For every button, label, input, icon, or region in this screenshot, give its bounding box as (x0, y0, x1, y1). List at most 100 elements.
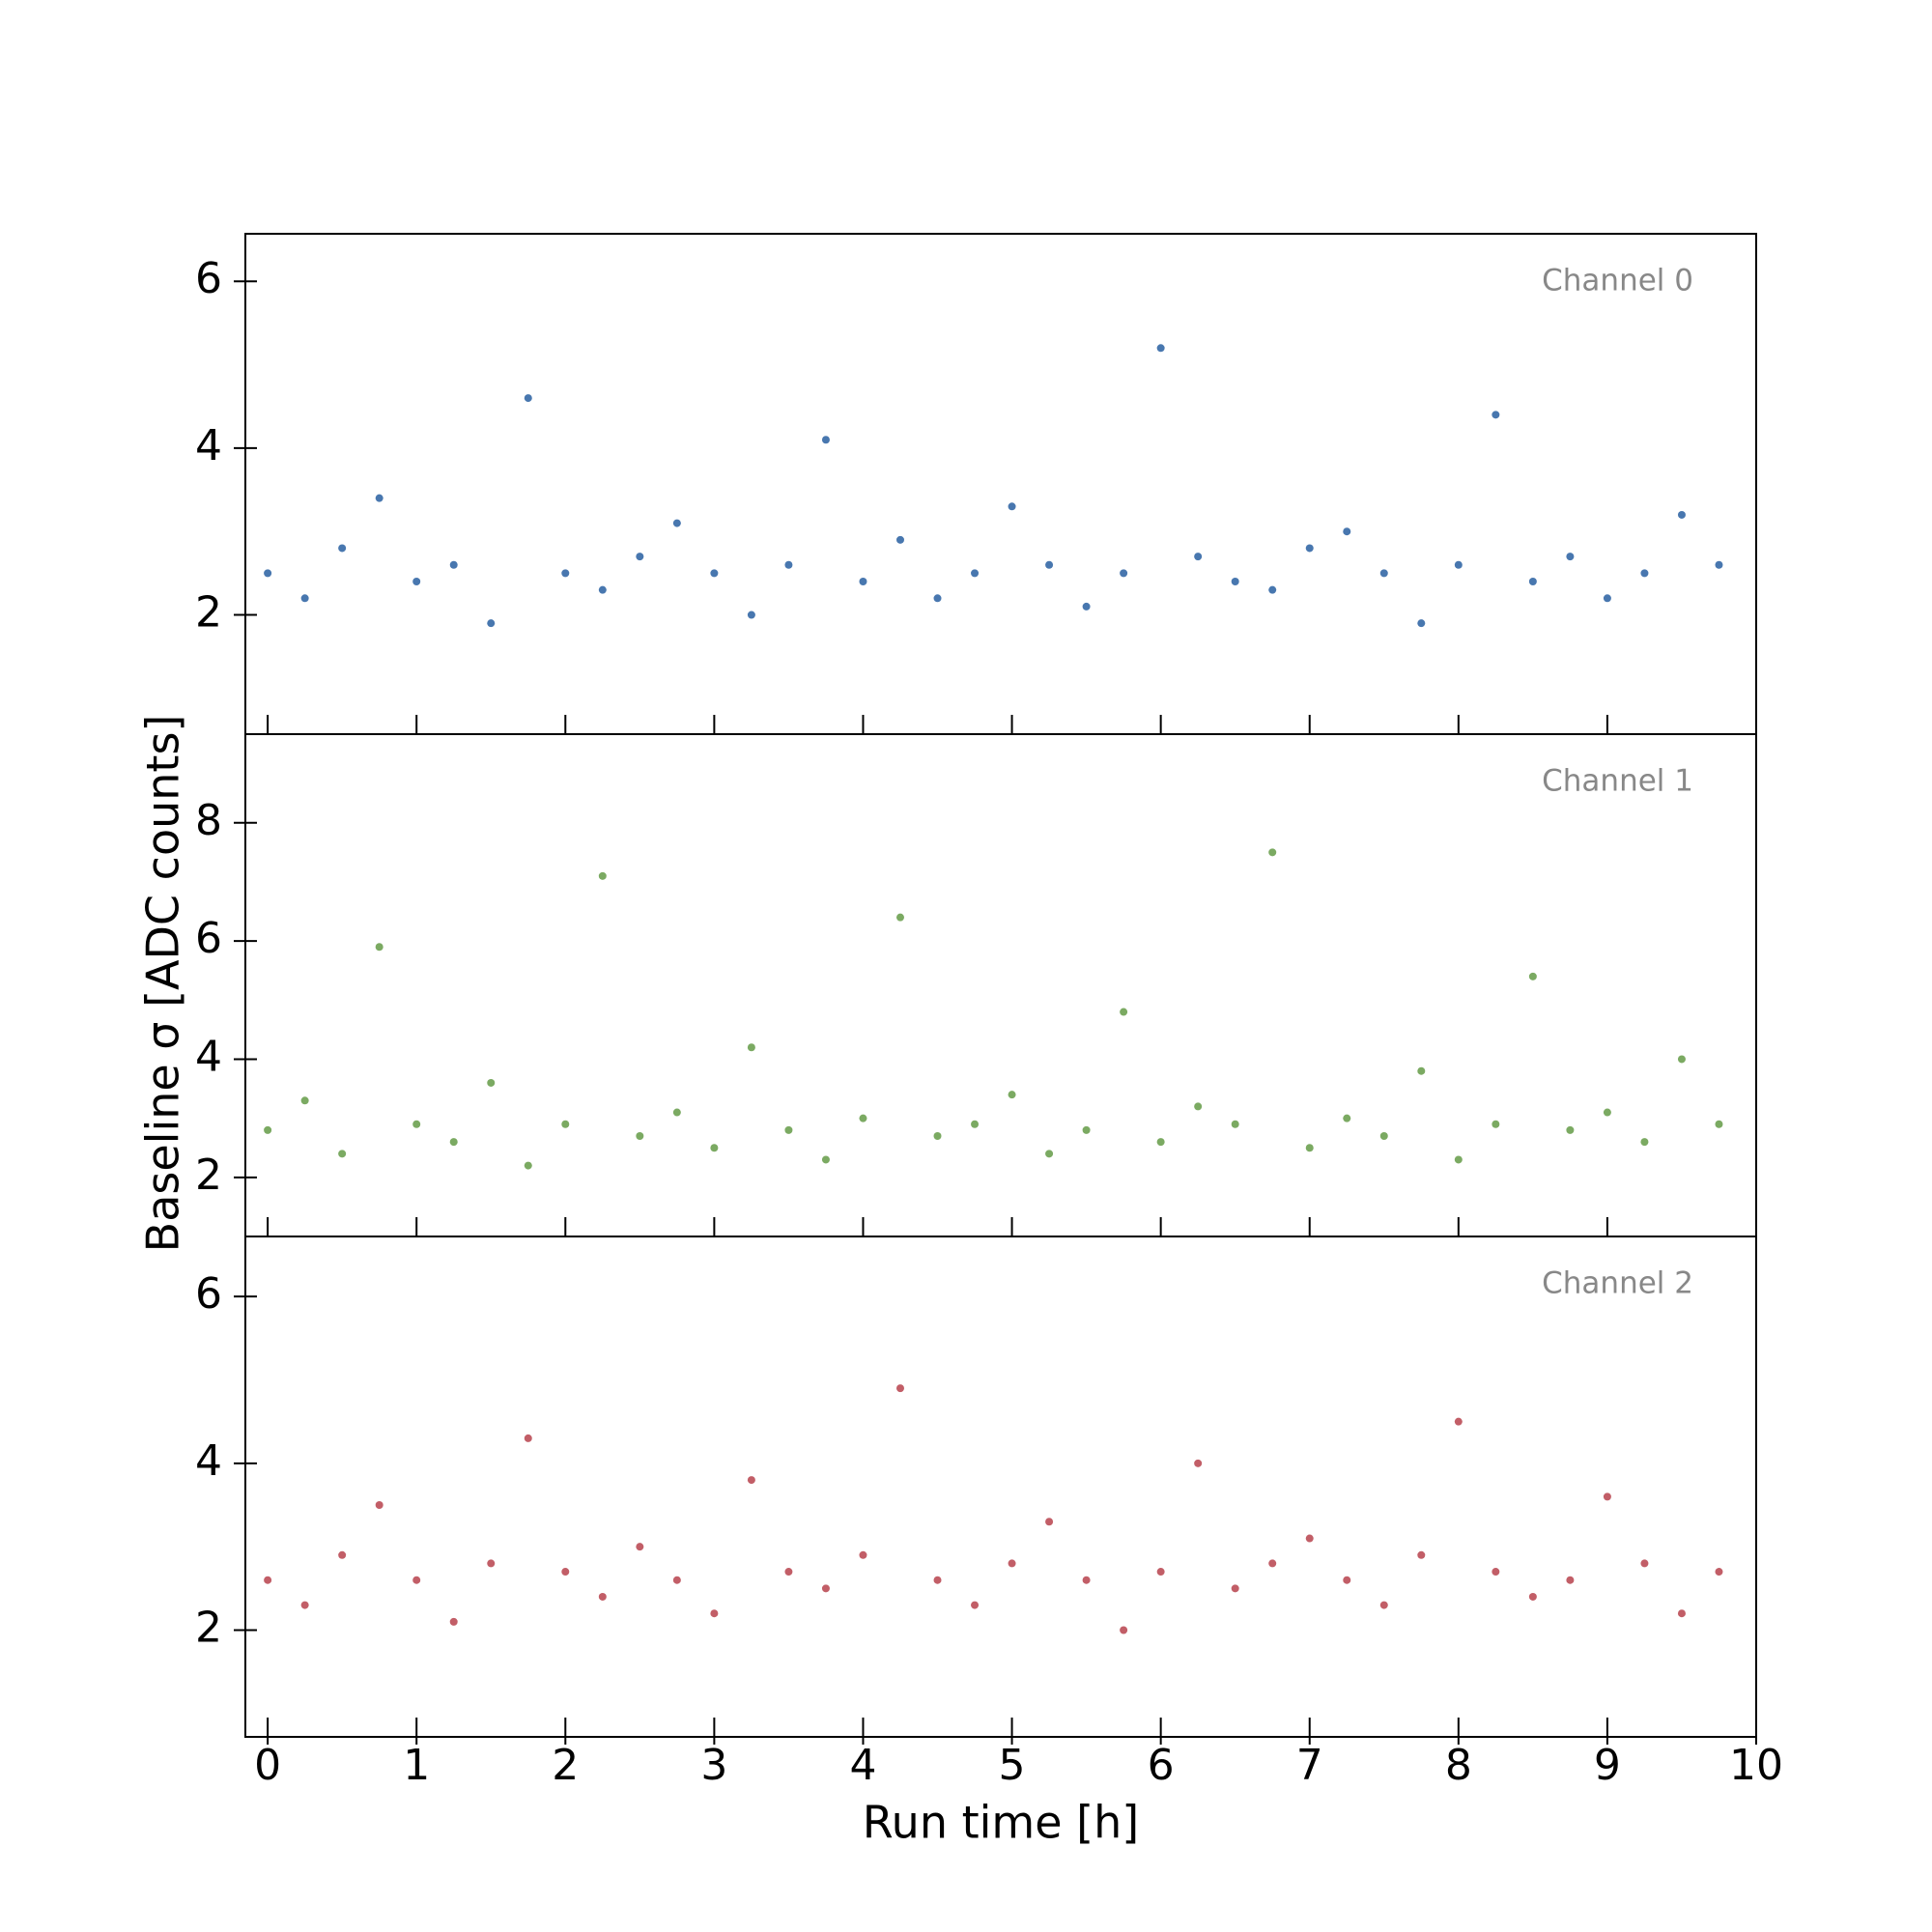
point (1045, 1150, 1054, 1158)
point (1417, 1550, 1426, 1559)
point (264, 1576, 272, 1584)
point (1677, 1055, 1686, 1064)
point (1492, 1120, 1500, 1128)
point (636, 1543, 644, 1551)
point (1417, 619, 1426, 628)
point (524, 1434, 532, 1442)
y-tick-label: 2 (195, 1151, 222, 1200)
point (487, 619, 496, 628)
x-tick-label: 1 (403, 1741, 430, 1790)
point (375, 1500, 384, 1509)
point (1343, 1576, 1351, 1584)
point (1454, 1417, 1463, 1426)
point (1045, 1518, 1054, 1526)
point (672, 1576, 681, 1584)
y-tick-label: 2 (195, 1603, 222, 1652)
point (1268, 585, 1277, 594)
point (449, 560, 458, 569)
point (1379, 1132, 1388, 1140)
x-tick-label: 0 (254, 1741, 281, 1790)
point (1305, 1144, 1314, 1152)
point (412, 578, 421, 586)
point (598, 871, 607, 880)
point (859, 578, 867, 586)
x-tick-label: 4 (849, 1741, 876, 1790)
point (895, 1384, 904, 1393)
point (895, 535, 904, 544)
y-tick-label: 6 (195, 254, 222, 303)
point (859, 1114, 867, 1122)
point (1156, 1138, 1165, 1147)
point (784, 1568, 793, 1577)
point (971, 1601, 980, 1609)
channel-label: Channel 0 (1542, 264, 1693, 298)
point (1492, 1568, 1500, 1577)
point (1677, 510, 1686, 519)
point (672, 1108, 681, 1117)
point (821, 436, 830, 444)
x-tick-label: 6 (1148, 1741, 1175, 1790)
point (561, 1568, 570, 1577)
point (1566, 1576, 1575, 1584)
x-tick-label: 9 (1594, 1741, 1621, 1790)
point (895, 913, 904, 922)
point (1566, 553, 1575, 561)
point (1640, 1138, 1649, 1147)
point (1640, 1559, 1649, 1568)
y-tick-label: 8 (195, 796, 222, 845)
point (1566, 1125, 1575, 1134)
point (1603, 1108, 1611, 1117)
point (1082, 1576, 1091, 1584)
point (1715, 1120, 1723, 1128)
x-tick-label: 2 (552, 1741, 579, 1790)
point (1603, 594, 1611, 603)
point (971, 569, 980, 578)
point (784, 1125, 793, 1134)
point (1343, 1114, 1351, 1122)
point (710, 1144, 719, 1152)
y-tick-label: 6 (195, 1269, 222, 1319)
point (561, 569, 570, 578)
point (1305, 1534, 1314, 1543)
point (971, 1120, 980, 1128)
point (636, 553, 644, 561)
x-tick-label: 10 (1729, 1741, 1783, 1790)
point (636, 1132, 644, 1140)
point (1379, 569, 1388, 578)
point (487, 1559, 496, 1568)
axes-frame (244, 1236, 1757, 1738)
point (1008, 1559, 1016, 1568)
point (524, 394, 532, 403)
point (1715, 560, 1723, 569)
point (933, 1132, 942, 1140)
point (1231, 1120, 1239, 1128)
point (1268, 1559, 1277, 1568)
point (1417, 1066, 1426, 1075)
point (1194, 553, 1203, 561)
x-tick-label: 7 (1296, 1741, 1323, 1790)
point (933, 594, 942, 603)
y-tick-label: 6 (195, 914, 222, 963)
point (747, 1476, 755, 1485)
point (264, 1125, 272, 1134)
point (1120, 1626, 1128, 1634)
point (300, 1096, 309, 1105)
x-axis-label: Run time [h] (863, 1797, 1139, 1849)
channel-label: Channel 1 (1542, 764, 1693, 799)
point (1120, 569, 1128, 578)
point (487, 1078, 496, 1087)
point (821, 1155, 830, 1164)
point (598, 585, 607, 594)
point (449, 1617, 458, 1626)
point (375, 494, 384, 502)
point (1528, 972, 1537, 980)
point (710, 569, 719, 578)
point (1268, 848, 1277, 857)
point (449, 1138, 458, 1147)
y-axis-label: Baseline σ [ADC counts] (137, 715, 189, 1253)
point (1305, 544, 1314, 553)
point (1492, 411, 1500, 419)
x-tick-label: 5 (999, 1741, 1026, 1790)
